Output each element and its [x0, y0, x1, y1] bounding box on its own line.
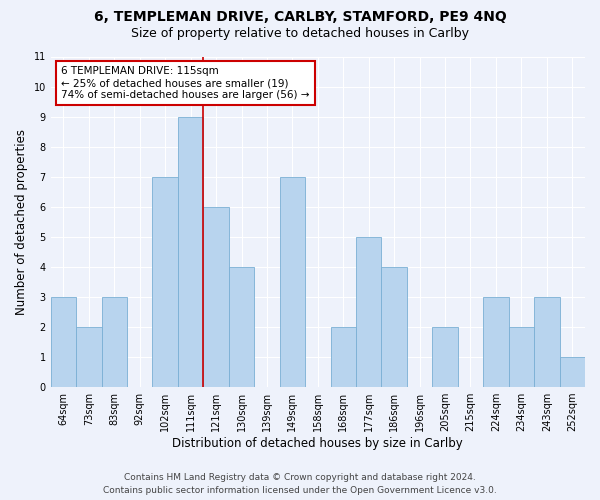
- Y-axis label: Number of detached properties: Number of detached properties: [15, 129, 28, 315]
- X-axis label: Distribution of detached houses by size in Carlby: Distribution of detached houses by size …: [172, 437, 463, 450]
- Bar: [50, 297, 76, 387]
- Bar: [76, 327, 101, 387]
- Bar: [178, 116, 203, 387]
- Bar: [203, 207, 229, 387]
- Text: 6, TEMPLEMAN DRIVE, CARLBY, STAMFORD, PE9 4NQ: 6, TEMPLEMAN DRIVE, CARLBY, STAMFORD, PE…: [94, 10, 506, 24]
- Bar: [356, 237, 382, 387]
- Bar: [534, 297, 560, 387]
- Bar: [280, 176, 305, 387]
- Bar: [483, 297, 509, 387]
- Bar: [509, 327, 534, 387]
- Bar: [152, 176, 178, 387]
- Bar: [382, 267, 407, 387]
- Text: Size of property relative to detached houses in Carlby: Size of property relative to detached ho…: [131, 28, 469, 40]
- Bar: [433, 327, 458, 387]
- Bar: [229, 267, 254, 387]
- Text: 6 TEMPLEMAN DRIVE: 115sqm
← 25% of detached houses are smaller (19)
74% of semi-: 6 TEMPLEMAN DRIVE: 115sqm ← 25% of detac…: [61, 66, 310, 100]
- Bar: [560, 357, 585, 387]
- Bar: [331, 327, 356, 387]
- Bar: [101, 297, 127, 387]
- Text: Contains HM Land Registry data © Crown copyright and database right 2024.
Contai: Contains HM Land Registry data © Crown c…: [103, 473, 497, 495]
